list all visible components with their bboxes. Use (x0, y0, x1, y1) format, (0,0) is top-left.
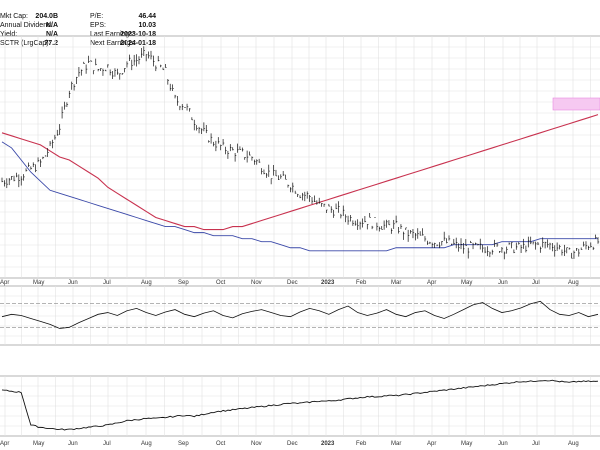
stat-row: Last Earnings: 2023-10-18 (90, 30, 156, 39)
price-axis-label: Mar (391, 280, 401, 286)
bottom-axis-label: Aug (568, 441, 579, 447)
bottom-axis-label: Dec (287, 441, 298, 447)
bottom-axis-label: Apr (427, 441, 436, 447)
stat-value: N/A (45, 22, 58, 29)
stat-value: 2024-01-18 (120, 40, 156, 47)
stat-row: Next Earnings: 2024-01-18 (90, 39, 156, 48)
stat-label: Last Earnings: (90, 31, 135, 38)
price-axis-label: May (461, 280, 472, 286)
bottom-axis-label: 2023 (321, 441, 335, 447)
bottom-axis-label: Nov (251, 441, 262, 447)
bottom-axis-label: Oct (216, 441, 226, 447)
price-axis-label: Apr (0, 280, 9, 286)
ma200-line (1, 114, 599, 231)
bottom-axis-label: Jun (498, 441, 508, 447)
bottom-axis-label: Jul (103, 441, 111, 447)
stats-column-right: P/E: 46.44 EPS: 10.03 Last Earnings: 2023-1… (90, 12, 156, 48)
price-axis-label: Apr (427, 280, 436, 286)
price-axis-label: Aug (568, 280, 579, 286)
resistance-zone (552, 97, 600, 111)
rsi-line (1, 300, 599, 329)
stat-row: SCTR (LrgCap): 77.2 (0, 39, 58, 48)
price-axis-label: Jul (532, 280, 540, 286)
bottom-axis-label: Mar (391, 441, 401, 447)
bottom-axis-label: Aug (141, 441, 152, 447)
bottom-axis-label: Apr (0, 441, 9, 447)
stat-label: Yield: (0, 31, 18, 38)
price-axis-label: 2023 (321, 280, 335, 286)
bottom-axis-label: May (461, 441, 472, 447)
stat-label: Annual Dividend: (0, 22, 53, 29)
price-axis-label: Sep (178, 280, 189, 286)
stat-label: Mkt Cap: (0, 13, 29, 20)
stat-value: 10.03 (138, 22, 156, 29)
stat-value: 2023-10-18 (120, 31, 156, 38)
price-axis-label: Dec (287, 280, 298, 286)
stat-label: EPS: (90, 22, 106, 29)
stats-column-left: Mkt Cap: 204.0B Annual Dividend: N/A Yield… (0, 12, 58, 48)
bottom-axis-label: Sep (178, 441, 189, 447)
stat-value: 77.2 (44, 40, 58, 47)
stat-row: Annual Dividend: N/A (0, 21, 58, 30)
bottom-axis-label: Jun (68, 441, 78, 447)
stat-value: N/A (45, 31, 58, 38)
stat-row: Yield: N/A (0, 30, 58, 39)
price-axis-label: Jun (68, 280, 78, 286)
bottom-axis-label: Feb (356, 441, 367, 447)
relative-line (1, 379, 599, 431)
bottom-axis-label: Jul (532, 441, 540, 447)
price-axis-label: Aug (141, 280, 152, 286)
ma50-line (1, 141, 598, 252)
stat-row: P/E: 46.44 (90, 12, 156, 21)
stat-value: 46.44 (138, 13, 156, 20)
price-axis-label: May (33, 280, 44, 286)
stat-value: 204.0B (35, 13, 58, 20)
price-axis-label: Nov (251, 280, 262, 286)
stat-label: P/E: (90, 13, 104, 20)
price-axis-label: Jul (103, 280, 111, 286)
bottom-axis-label: May (33, 441, 44, 447)
price-axis-label: Oct (216, 280, 226, 286)
price-axis-label: Jun (498, 280, 508, 286)
stat-row: Mkt Cap: 204.0B (0, 12, 58, 21)
stat-label: Next Earnings: (90, 40, 136, 47)
price-axis-label: Feb (356, 280, 367, 286)
stat-row: EPS: 10.03 (90, 21, 156, 30)
stat-label: SCTR (LrgCap): (0, 40, 51, 47)
